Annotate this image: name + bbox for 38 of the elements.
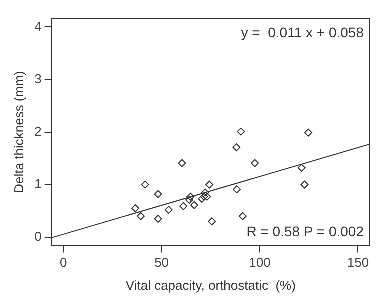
point <box>164 206 173 214</box>
point <box>154 215 162 223</box>
point <box>131 204 140 212</box>
point <box>232 144 241 152</box>
point <box>186 196 194 204</box>
y-tick-label: 2 <box>34 124 42 139</box>
x-tick-label: 150 <box>347 255 370 270</box>
y-tick-label: 0 <box>34 228 42 244</box>
point <box>154 190 162 198</box>
y-tick-label: 1 <box>34 176 42 192</box>
point <box>203 192 212 201</box>
point <box>136 212 145 220</box>
point <box>237 128 246 136</box>
point <box>178 159 186 168</box>
x-tick-label: 100 <box>249 255 271 270</box>
y-tick-label: 3 <box>34 71 42 86</box>
point <box>208 218 216 226</box>
y-axis-title: Delta thickness (mm) <box>11 71 26 194</box>
point <box>251 159 260 168</box>
point <box>233 186 242 194</box>
point <box>304 128 313 137</box>
point <box>238 212 247 220</box>
point <box>300 180 309 189</box>
point <box>298 164 306 172</box>
point <box>186 192 195 201</box>
point <box>141 180 150 189</box>
point <box>201 188 210 197</box>
x-tick-label: 0 <box>60 255 68 270</box>
y-tick-label: 4 <box>34 18 42 34</box>
point <box>198 195 206 204</box>
annotation: R = 0.58 P = 0.002 <box>246 224 364 240</box>
point <box>200 192 208 201</box>
point <box>190 201 198 210</box>
x-tick-label: 50 <box>154 255 170 270</box>
point <box>206 180 214 189</box>
annotation: y = 0.011 x + 0.058 <box>241 24 364 41</box>
x-axis-title: Vital capacity, orthostatic (%) <box>126 278 296 293</box>
point <box>180 202 188 210</box>
